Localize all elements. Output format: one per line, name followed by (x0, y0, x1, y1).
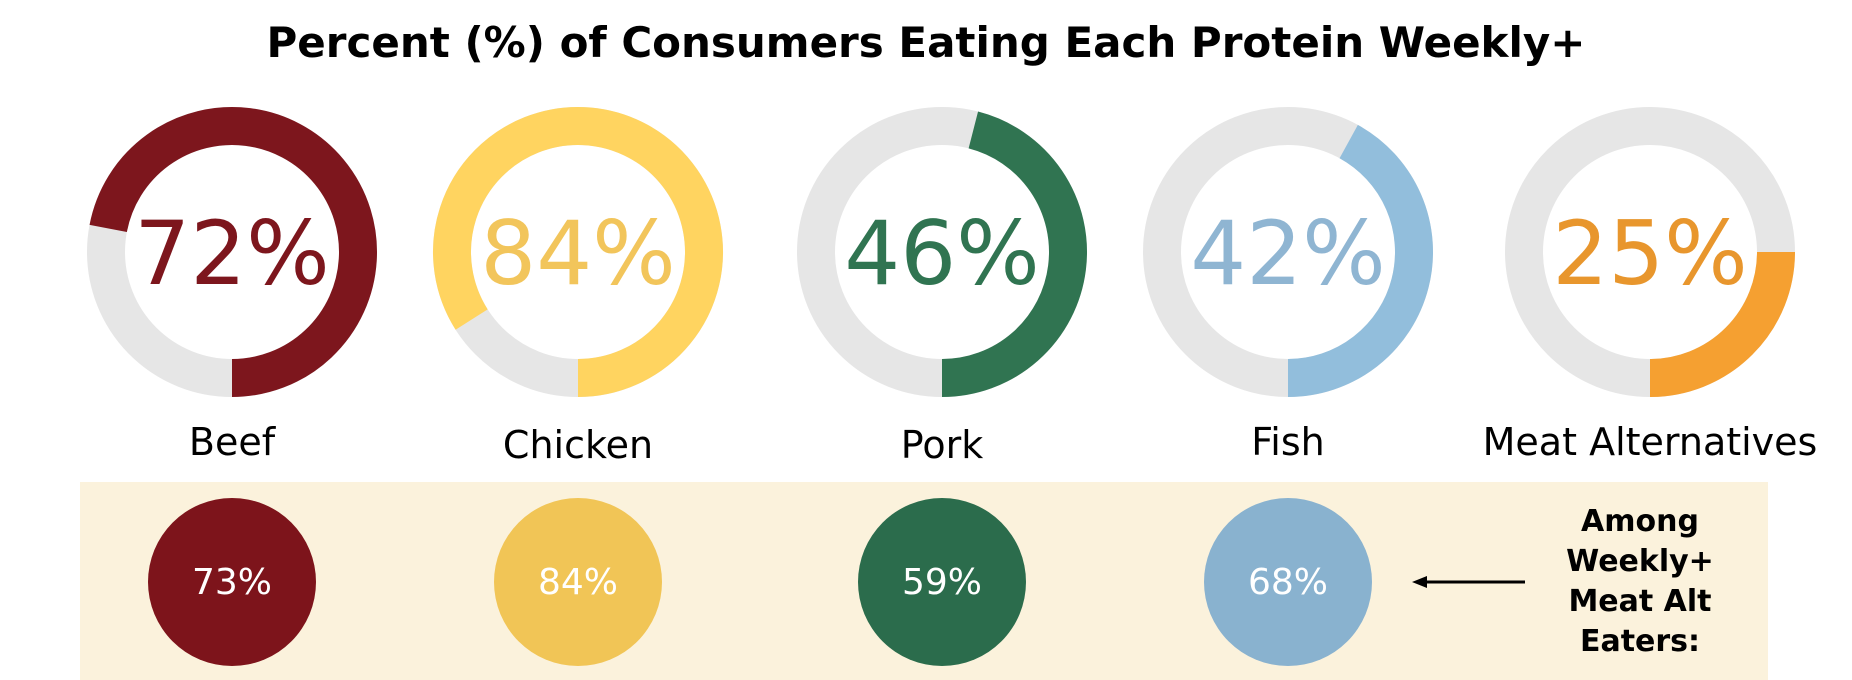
subgroup-value-label: 84% (538, 562, 618, 603)
subgroup-circle-beef (148, 498, 316, 666)
donut-value-arc-meat-alternatives (1649, 251, 1795, 397)
category-label: Meat Alternatives (1483, 420, 1818, 464)
category-label: Chicken (503, 423, 653, 467)
donut-value-label: 72% (134, 202, 330, 305)
donut-group: 72% Beef 84% Chicken 46% Pork 42% Fish 25% Meat A… (87, 107, 1818, 467)
category-label: Pork (901, 423, 983, 467)
subgroup-circle-pork (858, 498, 1026, 666)
arrow-icon (1412, 576, 1525, 588)
subgroup-label-line: Eaters: (1579, 624, 1701, 659)
subgroup-circle-group: 73% 84% 59% 68% (148, 498, 1372, 666)
subgroup-circle-chicken (494, 498, 662, 666)
subgroup-label-line: Meat Alt (1568, 584, 1712, 619)
category-label: Beef (189, 420, 277, 464)
category-label: Fish (1251, 420, 1325, 464)
donut-value-label: 42% (1190, 202, 1386, 305)
subgroup-value-label: 59% (902, 562, 982, 603)
subgroup-label-line: Weekly+ (1566, 544, 1714, 579)
donut-value-arc-pork (941, 111, 1087, 397)
subgroup-value-label: 68% (1248, 562, 1328, 603)
donut-value-arc-beef (89, 107, 377, 397)
donut-value-label: 25% (1552, 202, 1748, 305)
donut-value-label: 46% (844, 202, 1040, 305)
subgroup-circle-fish (1204, 498, 1372, 666)
subgroup-label: Among Weekly+ Meat Alt Eaters: (1520, 502, 1760, 662)
donut-value-arc-fish (1287, 124, 1433, 397)
chart-title: Percent (%) of Consumers Eating Each Pro… (266, 18, 1586, 67)
subgroup-value-label: 73% (192, 562, 272, 603)
donut-value-arc-chicken (433, 107, 723, 397)
subgroup-label-line: Among (1581, 504, 1699, 539)
donut-value-label: 84% (480, 202, 676, 305)
